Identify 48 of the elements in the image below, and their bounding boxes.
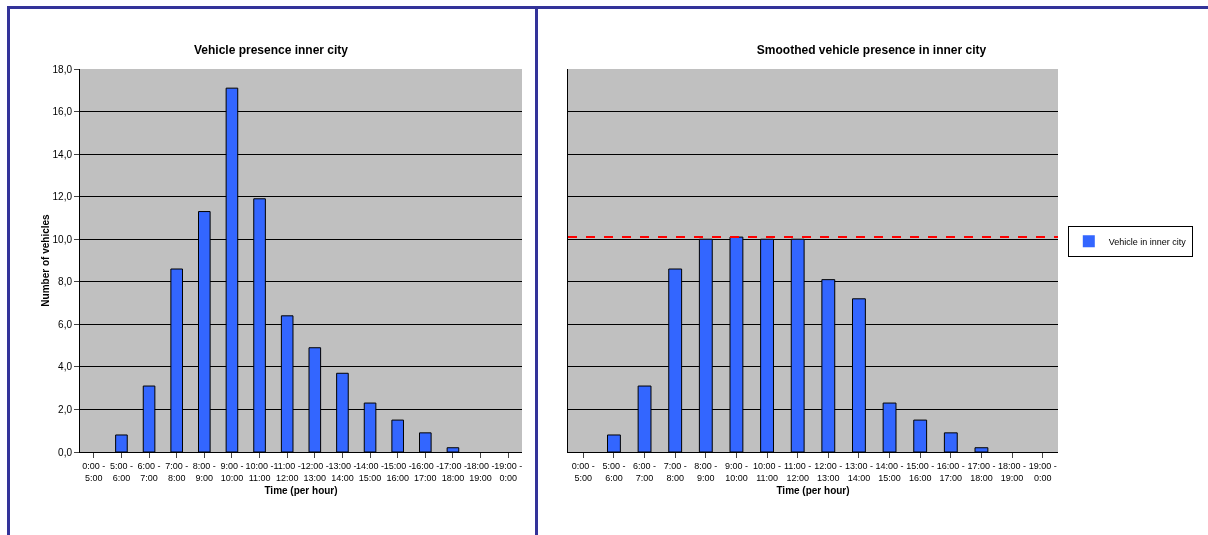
x-tick-label: 19:00 - 0:00 — [494, 460, 523, 483]
x-tick-label: 13:00 - 14:00 — [328, 460, 357, 483]
y-tick-label: 14,0 — [52, 148, 73, 160]
x-tick-label: 11:00 - 12:00 — [273, 460, 301, 483]
y-tick-label: 4,0 — [58, 361, 73, 373]
x-tick-label: 18:00 - 19:00 — [998, 460, 1027, 483]
x-tick-label: 14:00 - 15:00 — [356, 460, 385, 483]
x-tick-label: 8:00 - 9:00 — [694, 460, 718, 483]
legend-label: Vehicle in inner city — [1108, 236, 1187, 247]
x-axis-title: Time (per hour) — [776, 484, 850, 496]
y-tick-label: 2,0 — [58, 403, 73, 415]
x-tick-label: 15:00 - 16:00 — [383, 460, 412, 483]
x-tick-label: 19:00 - 0:00 — [1028, 460, 1057, 483]
x-tick-label: 18:00 - 19:00 — [466, 460, 495, 483]
chart-title: Smoothed vehicle presence in inner city — [756, 43, 987, 58]
x-tick-label: 7:00 - 8:00 — [165, 460, 189, 483]
x-tick-label: 6:00 - 7:00 — [137, 460, 161, 483]
x-tick-label: 8:00 - 9:00 — [192, 460, 216, 483]
x-tick-label: 12:00 - 13:00 — [300, 460, 329, 483]
x-tick-label: 15:00 - 16:00 — [906, 460, 935, 483]
y-tick-label: 18,0 — [52, 63, 73, 75]
x-tick-label: 13:00 - 14:00 — [844, 460, 873, 483]
x-tick-label: 9:00 - 10:00 — [724, 460, 748, 483]
y-tick-label: 0,0 — [58, 446, 73, 458]
y-tick-label: 8,0 — [58, 276, 73, 288]
x-tick-label: 0:00 - 5:00 — [82, 460, 106, 483]
x-tick-label: 16:00 - 17:00 — [411, 460, 440, 483]
x-tick-label: 12:00 - 13:00 — [814, 460, 843, 483]
y-tick-label: 6,0 — [58, 318, 73, 330]
x-tick-label: 9:00 - 10:00 — [220, 460, 244, 483]
x-tick-label: 6:00 - 7:00 — [633, 460, 657, 483]
y-axis-title: Number of vehicles — [39, 213, 51, 307]
x-tick-label: 0:00 - 5:00 — [571, 460, 595, 483]
chart-title: Vehicle presence inner city — [193, 43, 349, 58]
x-tick-label: 5:00 - 6:00 — [109, 460, 133, 483]
y-tick-label: 12,0 — [52, 191, 73, 203]
x-tick-label: 10:00 - 11:00 — [753, 460, 782, 483]
y-tick-label: 10,0 — [52, 233, 73, 245]
x-tick-label: 16:00 - 17:00 — [936, 460, 965, 483]
x-axis-title: Time (per hour) — [264, 484, 338, 496]
x-tick-label: 10:00 - 11:00 — [245, 460, 274, 483]
y-tick-label: 16,0 — [52, 106, 73, 118]
x-tick-label: 17:00 - 18:00 — [967, 460, 996, 483]
x-tick-label: 11:00 - 12:00 — [784, 460, 812, 483]
x-tick-label: 14:00 - 15:00 — [875, 460, 904, 483]
x-tick-label: 17:00 - 18:00 — [438, 460, 467, 483]
x-tick-label: 5:00 - 6:00 — [602, 460, 626, 483]
x-tick-label: 7:00 - 8:00 — [663, 460, 687, 483]
